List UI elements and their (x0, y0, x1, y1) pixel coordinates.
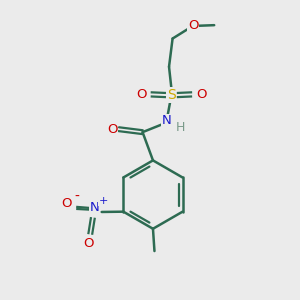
Text: O: O (61, 197, 72, 210)
Text: H: H (176, 121, 185, 134)
Text: O: O (107, 123, 118, 136)
Text: N: N (89, 201, 99, 214)
Text: O: O (136, 88, 147, 101)
Text: S: S (167, 88, 176, 102)
Text: O: O (188, 19, 199, 32)
Text: -: - (74, 190, 79, 203)
Text: +: + (98, 196, 108, 206)
Text: O: O (84, 237, 94, 250)
Text: N: N (161, 114, 171, 128)
Text: O: O (196, 88, 206, 101)
